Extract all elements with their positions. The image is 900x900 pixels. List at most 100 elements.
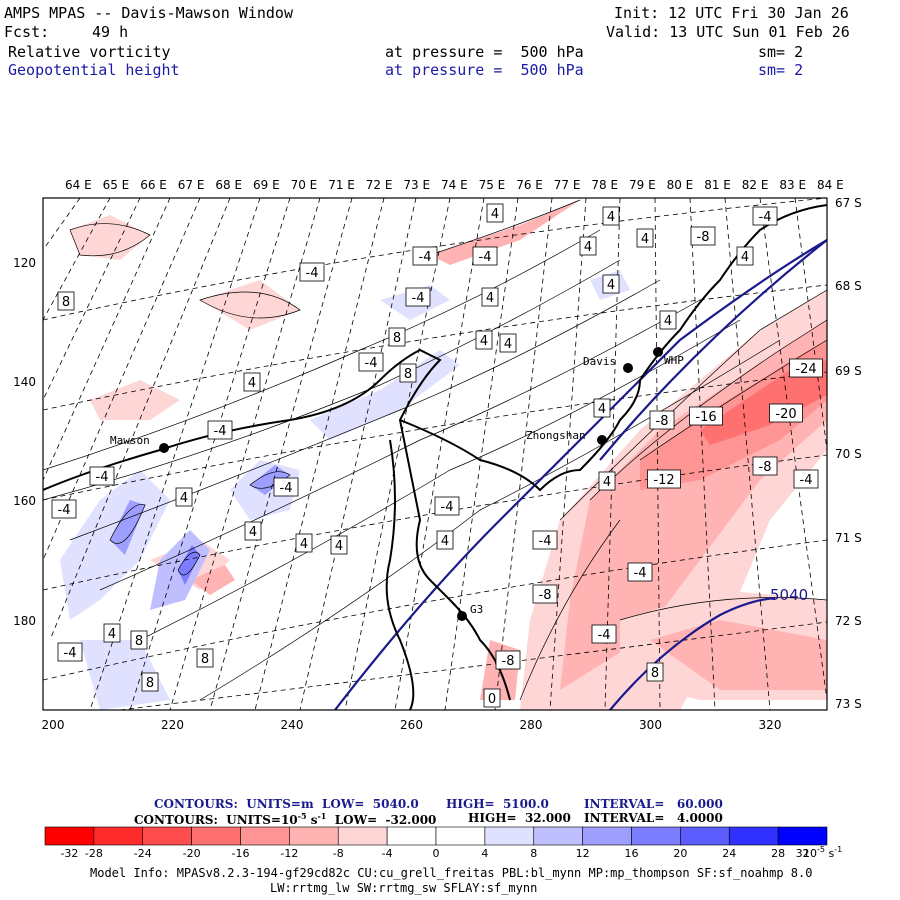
vort-label-text: 0 [488, 692, 496, 707]
lat-label: 69 S [835, 364, 862, 378]
colorbar-swatch [728, 826, 779, 846]
vort-label-box [196, 648, 214, 668]
vort-label-box [636, 228, 654, 248]
bottom-axis-label: 200 [42, 718, 65, 732]
vort-label-box [51, 499, 77, 519]
station-zhongshan-dot [597, 435, 607, 445]
forecast-hour: 49 h [92, 23, 129, 41]
vort-label-box [591, 624, 617, 644]
vort-label-box [103, 623, 121, 643]
vort-label: -8 [495, 650, 521, 670]
vort-contour [43, 259, 621, 501]
vort-label: -4 [405, 287, 431, 307]
vort-label: 4 [481, 287, 499, 307]
positive-vorticity-sb [80, 640, 170, 710]
bottom-axis-label: 240 [281, 718, 304, 732]
left-axis-label: 140 [13, 375, 36, 389]
vort-label: 4 [330, 535, 348, 555]
colorbar-swatch [44, 826, 95, 846]
colorbar-tick-label: -8 [333, 847, 344, 860]
vort-label-box [175, 487, 193, 507]
vort-label: 4 [602, 274, 620, 294]
lon-label: 72 E [366, 178, 393, 192]
vort-label: -4 [591, 624, 617, 644]
field1-name: Relative vorticity [8, 43, 171, 61]
vort-label: 8 [196, 648, 214, 668]
negative-vorticity-peak [700, 360, 827, 445]
vort-label: 4 [598, 471, 616, 491]
lat-label: 70 S [835, 447, 862, 461]
vorticity-contours [43, 199, 827, 701]
vort-label-box [689, 406, 723, 426]
vort-label: -4 [627, 562, 653, 582]
lon-label: 67 E [178, 178, 205, 192]
chart-title: AMPS MPAS -- Davis-Mawson Window [4, 4, 293, 22]
model-info-line2: LW:rrtmg_lw SW:rrtmg_sw SFLAY:sf_mynn [270, 881, 538, 895]
field2-smooth: sm= 2 [758, 61, 804, 79]
vort-label-text: -12 [653, 473, 674, 488]
vort-label-box [752, 456, 778, 476]
vort-contour [109, 504, 146, 544]
negative-vorticity-north [430, 200, 580, 265]
lon-line [549, 198, 587, 710]
vort-label-box [579, 236, 597, 256]
station-label: Mawson [110, 434, 150, 447]
vort-label-box [299, 262, 325, 282]
colorbar-tick-label: -20 [183, 847, 201, 860]
vort-label-box [472, 246, 498, 266]
lon-line [794, 198, 827, 451]
lon-label: 81 E [704, 178, 731, 192]
negative-vorticity-nw [70, 215, 150, 260]
vort-label: -4 [532, 530, 558, 550]
vort-label-box [57, 291, 75, 311]
lon-label: 78 E [591, 178, 618, 192]
lon-label: 70 E [291, 178, 318, 192]
lon-line [394, 198, 485, 710]
vort-label-box [532, 584, 558, 604]
vort-contour [249, 471, 291, 489]
station-label: Davis [583, 355, 616, 368]
vort-label: 0 [483, 688, 501, 708]
left-axis-label: 160 [13, 494, 36, 508]
bottom-axis-label: 220 [161, 718, 184, 732]
lon-label: 76 E [516, 178, 543, 192]
station-davis-dot [623, 363, 633, 373]
vort-label-box [602, 206, 620, 226]
vort-label-text: 4 [249, 525, 257, 540]
vort-label-box [769, 403, 803, 423]
colorbar-units: 10-5 s-1 [803, 845, 842, 860]
lat-71-line [43, 539, 827, 681]
station-markers [159, 347, 663, 621]
colorbar-swatch [386, 826, 437, 846]
vort-label-text: 4 [441, 534, 449, 549]
vort-label-text: 4 [491, 207, 499, 222]
vort-label: -4 [793, 469, 819, 489]
colorbar-tick-label: 32 [796, 847, 810, 860]
colorbar-tick-label: -16 [232, 847, 250, 860]
vort-label-text: 4 [504, 337, 512, 352]
vort-contour [43, 229, 601, 471]
vort-label-box [532, 530, 558, 550]
left-axis-labels: 120 140 160 180 [13, 256, 36, 628]
vort-label-text: 4 [607, 210, 615, 225]
vort-label-box [659, 310, 677, 330]
vort-label-text: 4 [300, 537, 308, 552]
vort-label: -4 [434, 496, 460, 516]
lon-label: 75 E [479, 178, 506, 192]
vort-label: -4 [273, 477, 299, 497]
vort-label: -4 [299, 262, 325, 282]
vort-label-text: 8 [201, 652, 209, 667]
init-time: Init: 12 UTC Fri 30 Jan 26 [614, 4, 849, 22]
height-5040-label: 5040 [770, 586, 808, 604]
vort-label: 4 [602, 206, 620, 226]
vort-label: -12 [647, 469, 681, 489]
vort-label-box [330, 535, 348, 555]
lon-line [169, 198, 321, 710]
vort-label: -16 [689, 406, 723, 426]
contours-height-label: CONTOURS: UNITS=m LOW= 5040.0 [154, 797, 419, 811]
colorbar-tick-label: 20 [673, 847, 687, 860]
vort-contour [199, 339, 781, 701]
field1-smooth: sm= 2 [758, 43, 804, 61]
vort-contour [639, 339, 827, 461]
